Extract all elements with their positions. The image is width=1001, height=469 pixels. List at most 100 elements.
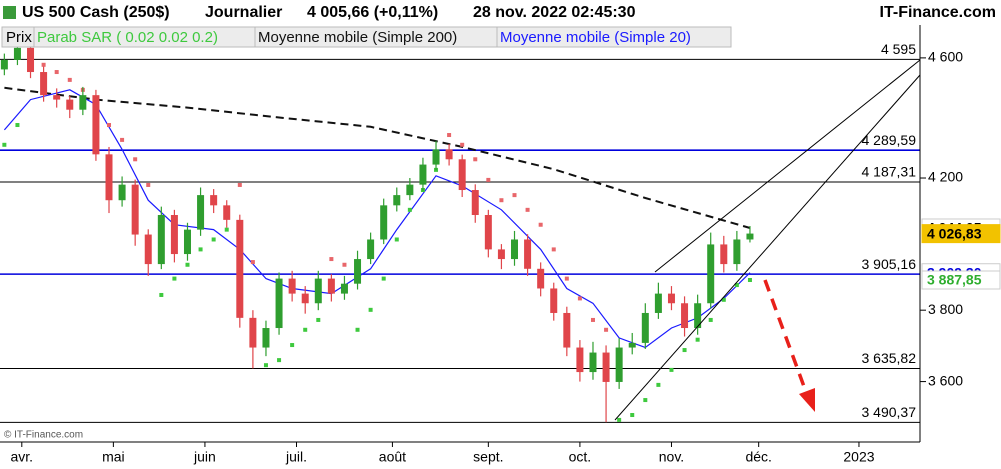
x-tick-label: août xyxy=(379,449,406,465)
candle-body xyxy=(157,215,165,265)
candle-body xyxy=(79,95,87,110)
y-tick-label: 3 600 xyxy=(928,372,963,388)
candle-body xyxy=(393,195,401,206)
candle-body xyxy=(720,244,728,265)
y-tick-label: 4 200 xyxy=(928,169,963,185)
candle-body xyxy=(13,47,21,60)
instrument-title: US 500 Cash (250$) xyxy=(22,4,170,21)
sar-dot xyxy=(303,327,308,332)
sar-dot xyxy=(460,142,465,147)
candle-body xyxy=(707,244,715,304)
candle-body xyxy=(105,154,113,201)
sar-dot xyxy=(656,382,661,387)
sar-dot xyxy=(525,207,530,212)
sar-dot xyxy=(538,222,543,227)
sar-dot xyxy=(316,317,321,322)
candle-body xyxy=(118,184,126,201)
candle-body xyxy=(0,59,8,70)
x-tick-label: juil. xyxy=(285,449,307,465)
sar-dot xyxy=(185,262,190,267)
sar-dot xyxy=(290,343,295,348)
sar-dot xyxy=(277,358,282,363)
candle-body xyxy=(301,293,309,304)
candle-body xyxy=(471,190,479,216)
candle-body xyxy=(550,288,558,313)
price-tag xyxy=(921,270,1001,290)
sar-dot xyxy=(747,278,752,283)
trend-line xyxy=(654,59,921,273)
period: Journalier xyxy=(205,4,282,21)
sar-dot xyxy=(224,227,229,232)
level-label: 4 187,31 xyxy=(862,164,917,180)
price-tag xyxy=(921,224,1001,244)
sar-dot xyxy=(237,182,242,187)
candle-body xyxy=(40,72,48,96)
candle-body xyxy=(275,278,283,329)
sar-dot xyxy=(67,77,72,82)
candle-body xyxy=(497,249,505,260)
legend-price: Prix xyxy=(6,29,32,46)
sar-dot xyxy=(172,276,177,281)
candle-body xyxy=(314,278,322,304)
legend-sar: Parab SAR ( 0.02 0.02 0.2) xyxy=(37,29,218,46)
sar-dot xyxy=(263,363,268,368)
sar-dot xyxy=(133,157,138,162)
sar-dot xyxy=(473,157,478,162)
sar-dot xyxy=(590,317,595,322)
sar-dot xyxy=(486,177,491,182)
sar-dot xyxy=(41,62,46,67)
candle-body xyxy=(288,278,296,294)
sar-dot xyxy=(708,317,713,322)
arrow-head xyxy=(799,388,815,412)
datetime: 28 nov. 2022 02:45:30 xyxy=(473,4,636,21)
legend-ma200: Moyenne mobile (Simple 200) xyxy=(258,29,457,46)
sar-dot xyxy=(120,137,125,142)
candle-body xyxy=(27,47,35,73)
sar-dot xyxy=(250,260,255,265)
candle-body xyxy=(92,95,100,155)
candle-body xyxy=(641,312,649,343)
moving-average-line xyxy=(4,86,751,229)
sar-dot xyxy=(447,133,452,138)
level-label: 3 905,16 xyxy=(862,256,917,272)
legend-box xyxy=(496,26,732,48)
y-tick-label: 4 600 xyxy=(928,49,963,65)
moving-average-line xyxy=(3,89,751,349)
sar-dot xyxy=(695,337,700,342)
logo-icon xyxy=(3,6,16,19)
x-tick-label: sept. xyxy=(473,449,503,465)
candle-body xyxy=(537,268,545,289)
candle-body xyxy=(681,303,689,329)
candle-body xyxy=(419,164,427,185)
candle-body xyxy=(432,149,440,165)
candle-body xyxy=(458,159,466,191)
level-label: 4 289,59 xyxy=(862,132,917,148)
price-tag-label: 4 026,83 xyxy=(927,225,982,241)
sar-dot xyxy=(734,283,739,288)
candle-body xyxy=(563,312,571,348)
sar-dot xyxy=(682,348,687,353)
candle-body xyxy=(380,205,388,240)
sar-dot xyxy=(146,182,151,187)
candle-body xyxy=(654,293,662,313)
x-tick-label: déc. xyxy=(745,449,771,465)
brand: IT-Finance.com xyxy=(880,4,996,21)
candle-body xyxy=(236,219,244,318)
sar-dot xyxy=(355,327,360,332)
x-tick-label: nov. xyxy=(659,449,684,465)
level-label: 3 635,82 xyxy=(862,350,917,366)
sar-dot xyxy=(669,367,674,372)
sar-dot xyxy=(407,207,412,212)
candle-body xyxy=(262,328,270,348)
sar-dot xyxy=(54,70,59,75)
x-tick-label: 2023 xyxy=(843,449,874,465)
candle-body xyxy=(53,95,61,100)
sar-dot xyxy=(617,417,622,422)
footer: © IT-Finance.com xyxy=(4,430,83,441)
last-price: 4 005,66 (+0,11%) xyxy=(307,4,438,21)
candle-body xyxy=(340,283,348,294)
sar-dot xyxy=(643,398,648,403)
candle-body xyxy=(602,352,610,382)
